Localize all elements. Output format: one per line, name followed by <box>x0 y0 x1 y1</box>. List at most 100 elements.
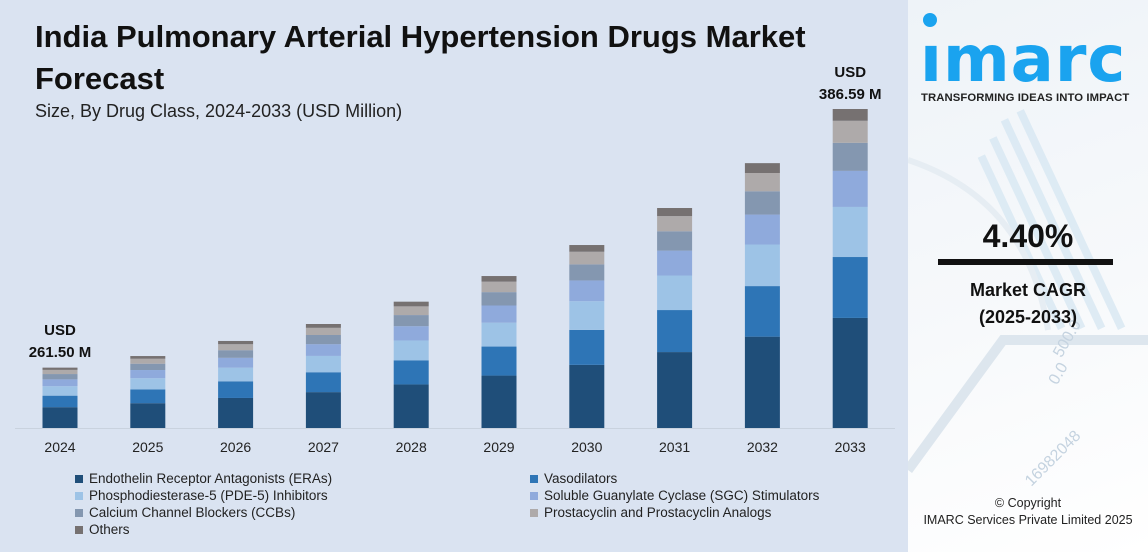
bar-segment-2029-3 <box>481 305 517 323</box>
bar-segment-2033-1 <box>832 257 868 318</box>
x-tick-label: 2024 <box>44 439 75 455</box>
bar-segment-2025-3 <box>130 370 166 379</box>
cagr-value: 4.40% <box>982 218 1074 254</box>
x-tick-label: 2030 <box>571 439 602 455</box>
bar-segment-2032-5 <box>744 172 780 192</box>
legend-item: Phosphodiesterase-5 (PDE-5) Inhibitors <box>75 488 328 503</box>
bar-segment-2028-1 <box>393 360 429 385</box>
x-tick-label: 2033 <box>835 439 866 455</box>
bar-segment-2028-2 <box>393 340 429 361</box>
bar-segment-2028-3 <box>393 326 429 341</box>
bar-segment-2033-3 <box>832 170 868 207</box>
chart-subtitle: Size, By Drug Class, 2024-2033 (USD Mill… <box>35 101 403 121</box>
legend-swatch <box>530 491 538 500</box>
bar-segment-2026-2 <box>218 367 254 382</box>
bar-segment-2028-5 <box>393 306 429 316</box>
bar-segment-2029-5 <box>481 281 517 293</box>
legend-swatch <box>530 508 538 517</box>
x-tick-label: 2031 <box>659 439 690 455</box>
bar-segment-2024-0 <box>42 407 78 428</box>
bar-segment-2024-5 <box>42 369 78 375</box>
bar-segment-2025-5 <box>130 358 166 364</box>
legend-item: Endothelin Receptor Antagonists (ERAs) <box>75 471 332 486</box>
bar-segment-2031-0 <box>657 352 693 428</box>
x-tick-label: 2029 <box>483 439 514 455</box>
legend-swatch <box>530 474 538 483</box>
bar-segment-2029-2 <box>481 322 517 347</box>
brand-tagline: TRANSFORMING IDEAS INTO IMPACT <box>921 92 1130 104</box>
bar-segment-2030-6 <box>569 245 605 252</box>
legend-label: Vasodilators <box>544 471 618 486</box>
legend-item: Soluble Guanylate Cyclase (SGC) Stimulat… <box>530 488 819 503</box>
bar-segment-2031-4 <box>657 231 693 251</box>
bar-segment-2032-1 <box>744 286 780 337</box>
bar-segment-2033-4 <box>832 142 868 171</box>
bar-segment-2027-4 <box>305 335 341 345</box>
bar-segment-2032-4 <box>744 191 780 215</box>
bar-segment-2030-2 <box>569 301 605 330</box>
bar-segment-2024-6 <box>42 367 78 370</box>
bar-segment-2028-0 <box>393 384 429 428</box>
x-tick-label: 2028 <box>396 439 427 455</box>
bar-segment-2033-2 <box>832 206 868 258</box>
x-tick-label: 2026 <box>220 439 251 455</box>
bar-segment-2032-3 <box>744 214 780 245</box>
bar-segment-2030-3 <box>569 280 605 302</box>
imarc-logo: ımarc <box>920 23 1127 97</box>
cagr-label: Market CAGR (2025-2033) <box>908 277 1148 331</box>
legend-item: Vasodilators <box>530 471 617 486</box>
copyright: © Copyright IMARC Services Private Limit… <box>908 495 1148 529</box>
bar-segment-2029-6 <box>481 276 517 282</box>
copyright-label: © Copyright <box>994 496 1062 510</box>
bar-segment-2033-5 <box>832 120 868 143</box>
cagr-label-text: Market CAGR <box>969 280 1087 300</box>
legend-swatch <box>75 491 83 500</box>
legend-label: Endothelin Receptor Antagonists (ERAs) <box>89 471 333 486</box>
legend-label: Soluble Guanylate Cyclase (SGC) Stimulat… <box>544 488 820 503</box>
x-tick-label: 2027 <box>308 439 339 455</box>
bar-segment-2025-0 <box>130 403 166 428</box>
bar-segment-2029-4 <box>481 292 517 306</box>
x-tick-label: 2025 <box>132 439 163 455</box>
bar-segment-2028-4 <box>393 315 429 327</box>
legend-item: Others <box>75 522 130 537</box>
chart-title: India Pulmonary Arterial Hypertension Dr… <box>35 19 806 96</box>
bar-segment-2031-2 <box>657 275 693 311</box>
bar-segment-2027-2 <box>305 355 341 373</box>
legend-swatch <box>75 474 83 483</box>
bar-segment-2025-6 <box>130 356 166 359</box>
copyright-company: IMARC Services Private Limited 2025 <box>923 513 1133 527</box>
x-tick-label: 2032 <box>747 439 778 455</box>
chart-panel: India Pulmonary Arterial Hypertension Dr… <box>0 0 908 552</box>
stacked-bar-chart: 2024 2025 2026 2027 2028 2029 2030 2031 2032 2033… <box>15 64 895 455</box>
cagr-period: (2025-2033) <box>978 307 1078 327</box>
bar-segment-2025-2 <box>130 378 166 390</box>
bar-segment-2024-1 <box>42 395 78 408</box>
bar-segment-2026-5 <box>218 344 254 351</box>
bar-segment-2030-4 <box>569 264 605 281</box>
first-value-label-line2: 261.50 M <box>29 344 92 361</box>
bar-segment-2027-5 <box>305 327 341 336</box>
bar-segment-2026-0 <box>218 397 254 428</box>
bar-segment-2030-1 <box>569 329 605 365</box>
bar-segment-2026-1 <box>218 381 254 398</box>
bar-segment-2032-2 <box>744 244 780 287</box>
bar-segment-2026-3 <box>218 357 254 368</box>
bar-segment-2028-6 <box>393 301 429 307</box>
bar-segment-2029-1 <box>481 346 517 376</box>
bar-segment-2032-6 <box>744 163 780 173</box>
divider <box>938 259 1113 265</box>
bar-segment-2030-0 <box>569 364 605 428</box>
legend-swatch <box>75 525 83 534</box>
last-value-label-line2: 386.59 M <box>819 86 882 103</box>
bar-segment-2027-0 <box>305 392 341 428</box>
legend-label: Calcium Channel Blockers (CCBs) <box>89 505 296 520</box>
first-value-label-line1: USD <box>44 322 76 339</box>
bar-segment-2027-6 <box>305 324 341 328</box>
bar-segment-2031-1 <box>657 310 693 353</box>
bar-segment-2033-6 <box>832 109 868 121</box>
bar-segment-2024-2 <box>42 386 78 396</box>
bar-segment-2030-5 <box>569 251 605 265</box>
bar-segment-2031-6 <box>657 208 693 217</box>
bar-segment-2025-1 <box>130 389 166 404</box>
